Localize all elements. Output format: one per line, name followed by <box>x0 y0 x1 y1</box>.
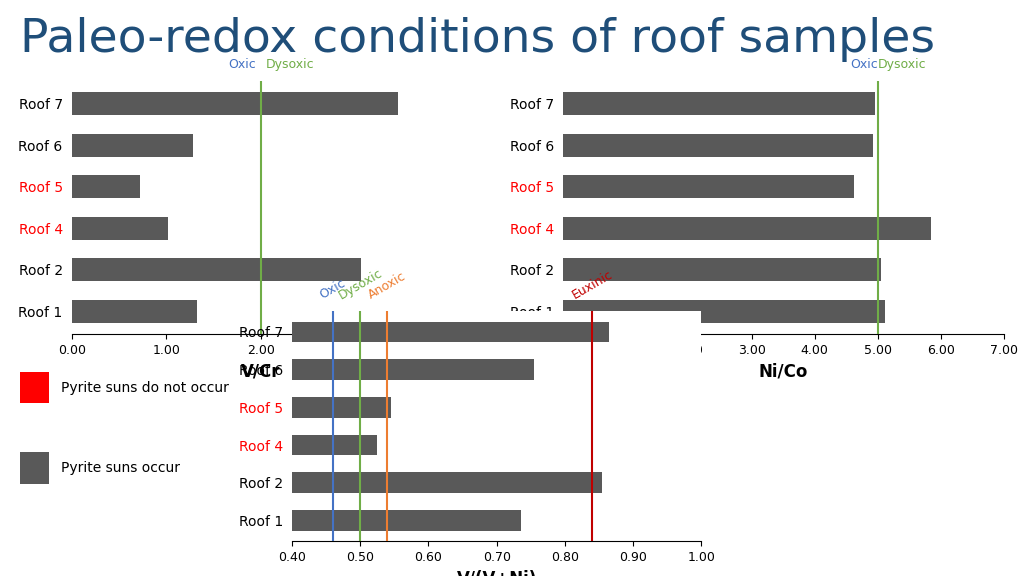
Text: Oxic: Oxic <box>228 58 256 70</box>
Bar <box>72 300 197 323</box>
Bar <box>563 217 931 240</box>
X-axis label: V/(V+Ni): V/(V+Ni) <box>457 570 537 576</box>
Text: Paleo-redox conditions of roof samples: Paleo-redox conditions of roof samples <box>20 17 936 62</box>
Bar <box>563 175 854 198</box>
Bar <box>563 258 881 281</box>
Bar <box>72 92 398 115</box>
Bar <box>18 435 377 456</box>
Text: Euxinic: Euxinic <box>569 268 615 302</box>
Bar <box>18 397 391 418</box>
Bar <box>18 510 520 531</box>
Text: Anoxic: Anoxic <box>367 270 409 302</box>
Bar <box>72 134 193 157</box>
Bar <box>72 175 140 198</box>
Bar <box>563 134 872 157</box>
Text: Pyrite suns do not occur: Pyrite suns do not occur <box>61 381 229 395</box>
Bar <box>72 258 360 281</box>
X-axis label: V/Cr: V/Cr <box>242 362 281 380</box>
Bar <box>18 321 609 342</box>
X-axis label: Ni/Co: Ni/Co <box>759 362 808 380</box>
Text: Dysoxic: Dysoxic <box>266 58 314 70</box>
Text: Oxic: Oxic <box>317 276 348 302</box>
Text: Dysoxic: Dysoxic <box>878 58 927 70</box>
Bar <box>563 300 886 323</box>
Text: Pyrite suns occur: Pyrite suns occur <box>61 461 180 475</box>
Text: Dysoxic: Dysoxic <box>336 266 384 302</box>
Bar <box>563 92 874 115</box>
Bar <box>18 472 602 493</box>
Bar <box>72 217 168 240</box>
Text: Oxic: Oxic <box>850 58 878 70</box>
Bar <box>18 359 535 380</box>
